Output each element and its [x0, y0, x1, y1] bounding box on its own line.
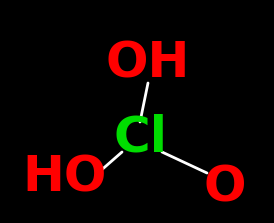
Text: O: O	[204, 164, 246, 212]
Text: OH: OH	[106, 39, 190, 87]
Text: HO: HO	[23, 154, 107, 202]
Text: Cl: Cl	[113, 114, 167, 162]
